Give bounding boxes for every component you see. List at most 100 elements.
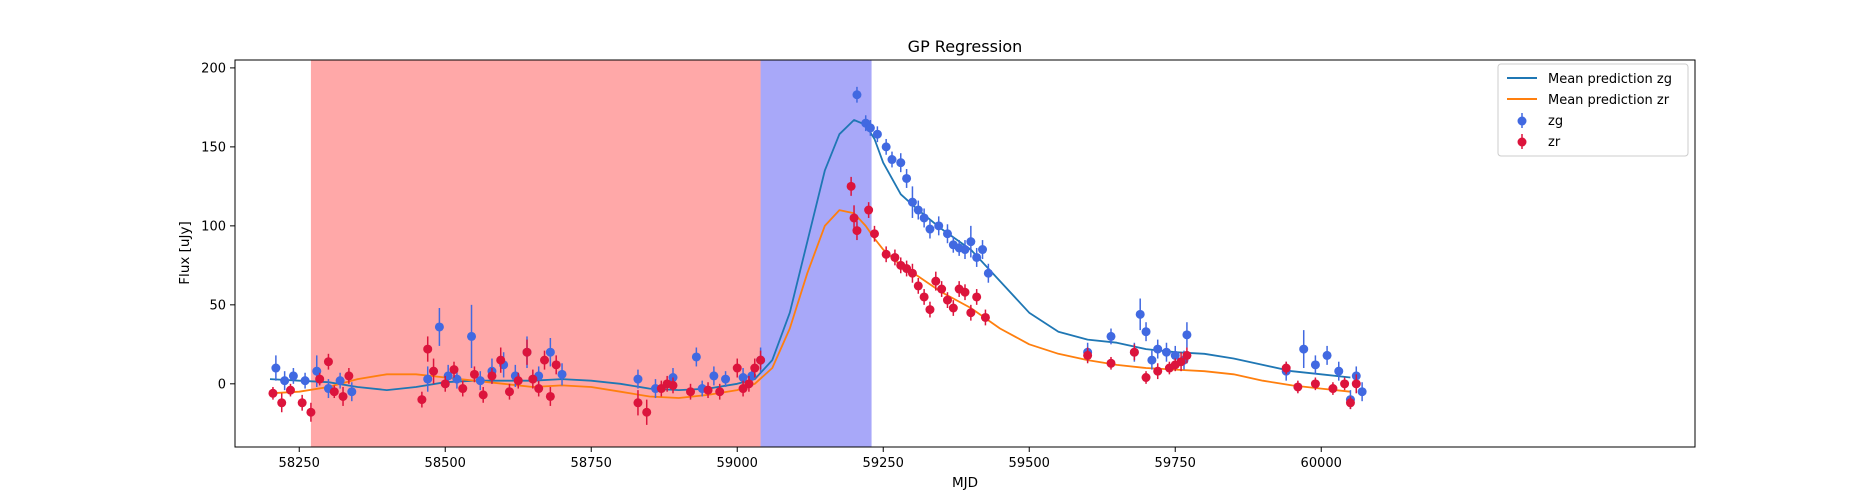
point-zr: [522, 347, 532, 357]
point-zg: [983, 268, 993, 278]
point-zr: [545, 391, 555, 401]
x-tick-label: 58750: [571, 456, 612, 471]
point-zr: [285, 385, 295, 395]
legend-zr-marker: [1517, 137, 1527, 147]
point-zg: [881, 142, 891, 152]
y-tick-label: 100: [201, 219, 226, 234]
point-zr: [1328, 384, 1338, 394]
point-zg: [966, 237, 976, 247]
point-zr: [306, 407, 316, 417]
legend-label-zg-line: Mean prediction zg: [1548, 72, 1672, 87]
shaded-region-1: [760, 60, 872, 447]
point-zr: [913, 281, 923, 291]
point-zg: [1310, 360, 1320, 370]
point-zg: [738, 372, 748, 382]
point-zg: [545, 347, 555, 357]
point-zg: [288, 371, 298, 381]
point-zr: [744, 379, 754, 389]
point-zr: [890, 252, 900, 262]
point-zg: [872, 129, 882, 139]
point-zr: [315, 374, 325, 384]
point-zr: [297, 398, 307, 408]
point-zr: [504, 387, 514, 397]
point-zr: [942, 295, 952, 305]
point-zr: [846, 181, 856, 191]
point-zr: [925, 305, 935, 315]
point-zg: [1106, 331, 1116, 341]
point-zg: [887, 155, 897, 165]
point-zr: [528, 374, 538, 384]
point-zr: [534, 384, 544, 394]
point-zg: [1141, 327, 1151, 337]
point-zg: [347, 387, 357, 397]
chart-title: GP Regression: [908, 37, 1023, 56]
point-zr: [1153, 366, 1163, 376]
legend-label-zr-line: Mean prediction zr: [1548, 93, 1670, 108]
point-zg: [896, 158, 906, 168]
point-zg: [280, 376, 290, 386]
point-zg: [1334, 366, 1344, 376]
point-zr: [931, 276, 941, 286]
point-zr: [423, 344, 433, 354]
point-zr: [980, 312, 990, 322]
point-zg: [475, 376, 485, 386]
point-zr: [277, 398, 287, 408]
point-zr: [1083, 350, 1093, 360]
point-zg: [1182, 330, 1192, 340]
point-zr: [551, 360, 561, 370]
point-zr: [881, 249, 891, 259]
point-zg: [423, 374, 433, 384]
point-zr: [948, 303, 958, 313]
point-zg: [1135, 309, 1145, 319]
point-zg: [300, 376, 310, 386]
x-tick-label: 60000: [1301, 456, 1342, 471]
legend-box: [1497, 63, 1689, 157]
point-zr: [1293, 382, 1303, 392]
point-zg: [691, 352, 701, 362]
point-zg: [934, 221, 944, 231]
point-zr: [1345, 398, 1355, 408]
point-zr: [703, 385, 713, 395]
point-zg: [633, 374, 643, 384]
point-zg: [972, 252, 982, 262]
legend: Mean prediction zg Mean prediction zr zg…: [1497, 63, 1689, 157]
legend-label-zr-points: zr: [1548, 135, 1561, 150]
x-tick-label: 58500: [425, 456, 466, 471]
point-zr: [919, 292, 929, 302]
legend-zg-marker: [1517, 116, 1527, 126]
point-zr: [323, 357, 333, 367]
point-zg: [925, 224, 935, 234]
point-zr: [1351, 379, 1361, 389]
y-tick-label: 200: [201, 61, 226, 76]
point-zr: [496, 355, 506, 365]
point-zg: [919, 213, 929, 223]
point-zg: [1153, 344, 1163, 354]
point-zg: [1322, 350, 1332, 360]
point-zg: [467, 331, 477, 341]
point-zr: [540, 355, 550, 365]
point-zg: [852, 90, 862, 100]
point-zr: [633, 398, 643, 408]
point-zg: [335, 376, 345, 386]
x-tick-label: 59000: [717, 456, 758, 471]
x-axis-label: MJD: [952, 475, 978, 491]
x-tick-label: 59750: [1155, 456, 1196, 471]
point-zr: [329, 387, 339, 397]
point-zr: [686, 387, 696, 397]
x-tick-label: 59250: [863, 456, 904, 471]
point-zr: [972, 292, 982, 302]
point-zr: [1182, 350, 1192, 360]
x-tick-label: 59500: [1009, 456, 1050, 471]
point-zr: [1176, 357, 1186, 367]
point-zr: [937, 284, 947, 294]
point-zr: [852, 226, 862, 236]
point-zr: [715, 387, 725, 397]
point-zg: [942, 229, 952, 239]
point-zr: [1281, 363, 1291, 373]
point-zg: [1147, 355, 1157, 365]
point-zr: [417, 395, 427, 405]
shaded-regions: [310, 60, 872, 447]
point-zr: [907, 268, 917, 278]
point-zr: [478, 390, 488, 400]
